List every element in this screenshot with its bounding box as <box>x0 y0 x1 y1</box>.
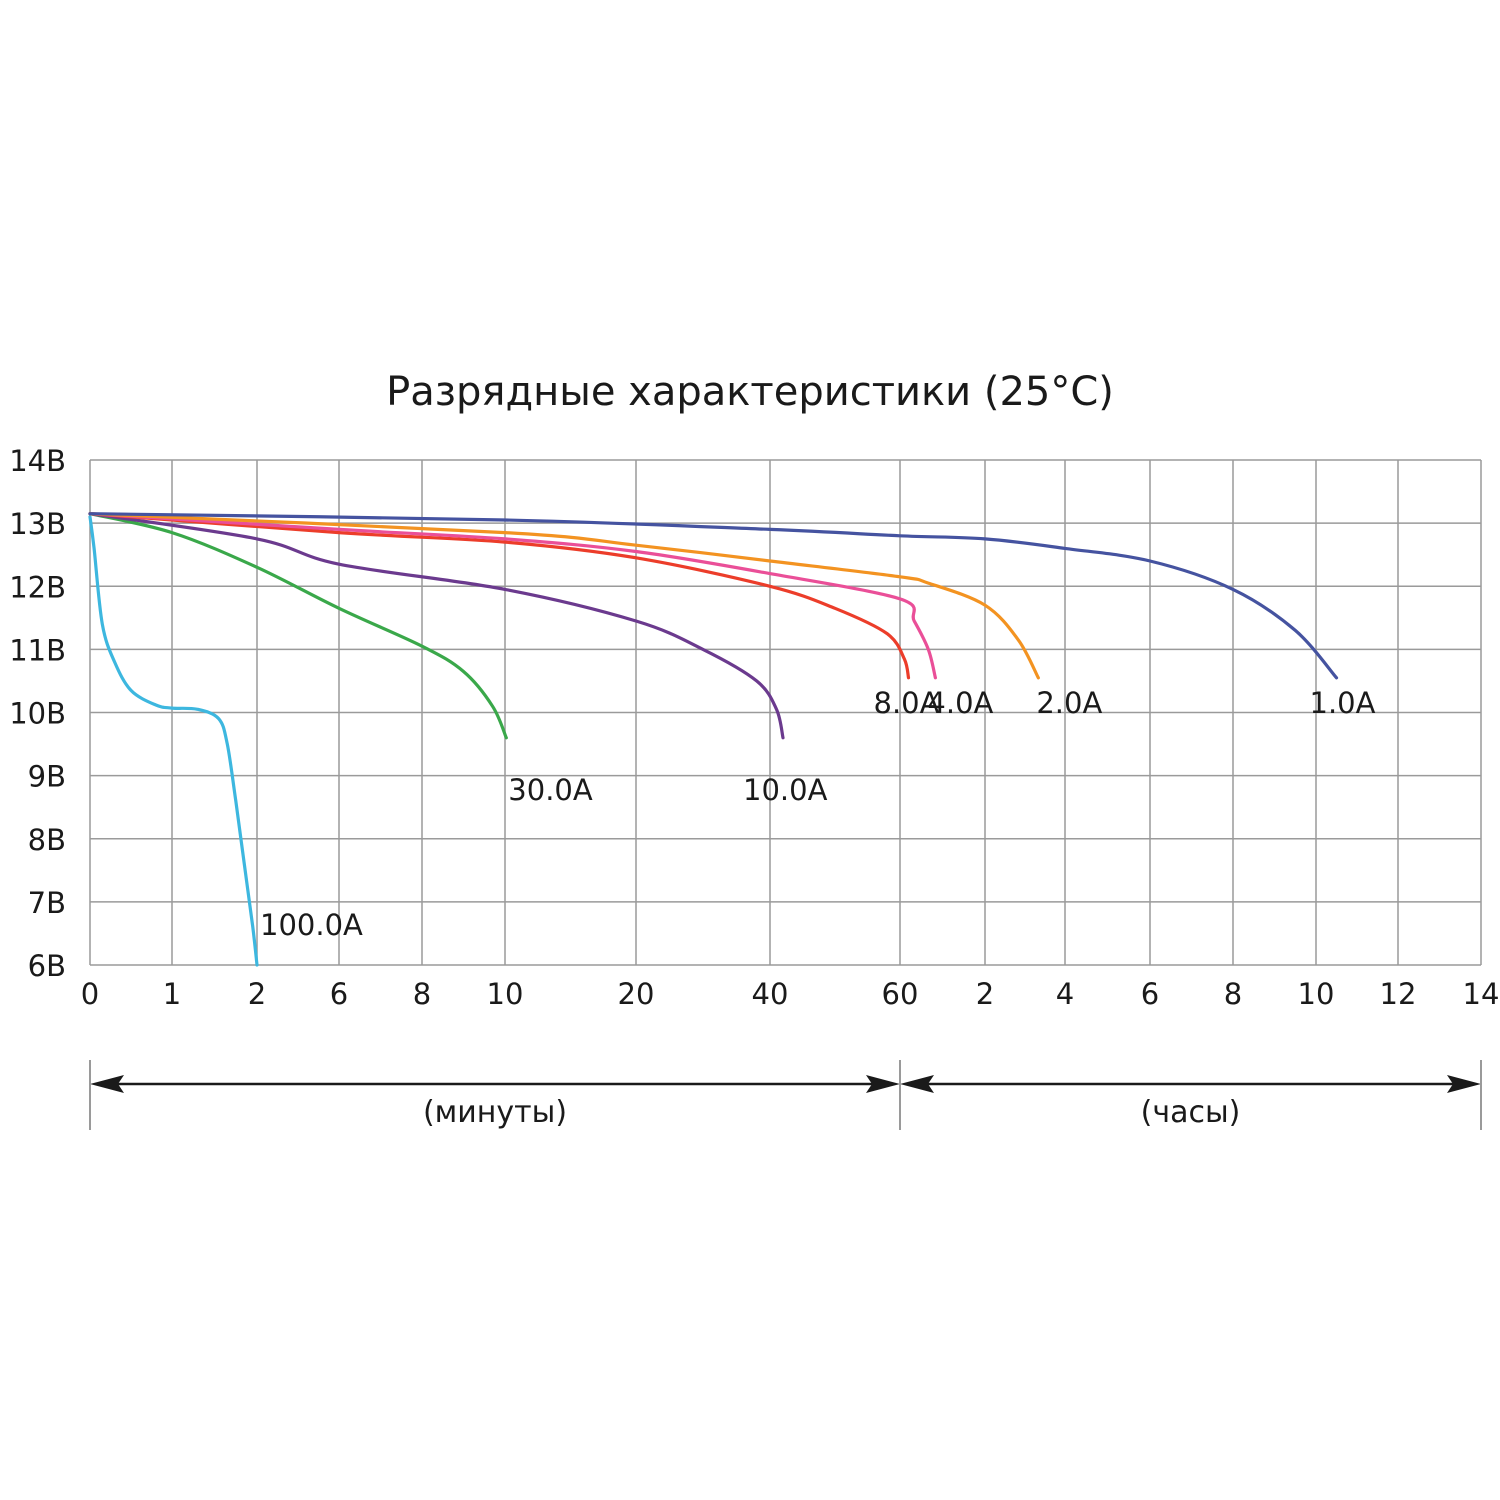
series-line-4.0A <box>88 512 937 680</box>
series-line-100.0A <box>88 515 259 967</box>
y-tick-label: 7В <box>28 886 66 920</box>
y-tick-label: 12В <box>9 570 66 604</box>
arrowhead-right-icon <box>866 1075 900 1093</box>
series-line-10.0A <box>88 512 785 740</box>
x-tick-label: 4 <box>1056 977 1074 1011</box>
span-label: (часы) <box>1141 1095 1241 1130</box>
x-tick-label: 2 <box>976 977 994 1011</box>
arrowhead-left-icon <box>90 1075 124 1093</box>
x-tick-label: 0 <box>81 977 99 1011</box>
span-0: (минуты) <box>90 1075 900 1130</box>
span-label: (минуты) <box>423 1095 567 1130</box>
y-tick-label: 9В <box>28 760 66 794</box>
span-1: (часы) <box>900 1075 1481 1130</box>
y-axis-ticks: 6В 7В 8В 9В 10В 11В 12В 13В 14В <box>9 444 66 983</box>
series-line-1.0A <box>88 512 1339 680</box>
series-label-30.0A: 30.0A <box>508 773 593 807</box>
arrowhead-left-icon <box>900 1075 934 1093</box>
y-tick-label: 6В <box>28 949 66 983</box>
y-tick-label: 11В <box>9 633 66 667</box>
y-tick-label: 14В <box>9 444 66 478</box>
series-label-1.0A: 1.0A <box>1310 686 1376 720</box>
series-line-8.0A <box>88 512 911 680</box>
x-tick-label: 8 <box>1224 977 1242 1011</box>
x-tick-label: 60 <box>882 977 919 1011</box>
arrowhead-right-icon <box>1447 1075 1481 1093</box>
series-line-30.0A <box>88 512 508 740</box>
x-tick-label: 2 <box>248 977 266 1011</box>
series-label-8.0A: 8.0A <box>874 686 940 720</box>
x-tick-label: 8 <box>413 977 431 1011</box>
x-tick-label: 6 <box>1141 977 1159 1011</box>
series-line-2.0A <box>88 512 1040 680</box>
series-label-2.0A: 2.0A <box>1036 686 1102 720</box>
time-unit-spans: (минуты) (часы) <box>89 1060 1482 1130</box>
series-label-100.0A: 100.0A <box>260 908 363 942</box>
x-tick-label: 14 <box>1463 977 1500 1011</box>
series-label-10.0A: 10.0A <box>743 773 828 807</box>
x-tick-label: 10 <box>487 977 524 1011</box>
y-tick-label: 13В <box>9 507 66 541</box>
x-axis-ticks: 0 1 2 6 8 10 20 40 60 2 4 6 8 10 12 14 <box>81 977 1500 1011</box>
x-tick-label: 40 <box>752 977 789 1011</box>
series-group: 100.0A 30.0A 10.0A 8.0A4.0A 2.0A 1.0A <box>88 512 1376 967</box>
x-tick-label: 10 <box>1298 977 1335 1011</box>
y-tick-label: 10В <box>9 697 66 731</box>
x-tick-label: 6 <box>330 977 348 1011</box>
x-tick-label: 12 <box>1380 977 1417 1011</box>
x-tick-label: 20 <box>618 977 655 1011</box>
x-tick-label: 1 <box>163 977 181 1011</box>
series-label-4.0A: 4.0A <box>927 686 993 720</box>
y-tick-label: 8В <box>28 823 66 857</box>
chart-title: Разрядные характеристики (25°C) <box>386 369 1114 415</box>
chart-grid <box>89 459 1482 966</box>
